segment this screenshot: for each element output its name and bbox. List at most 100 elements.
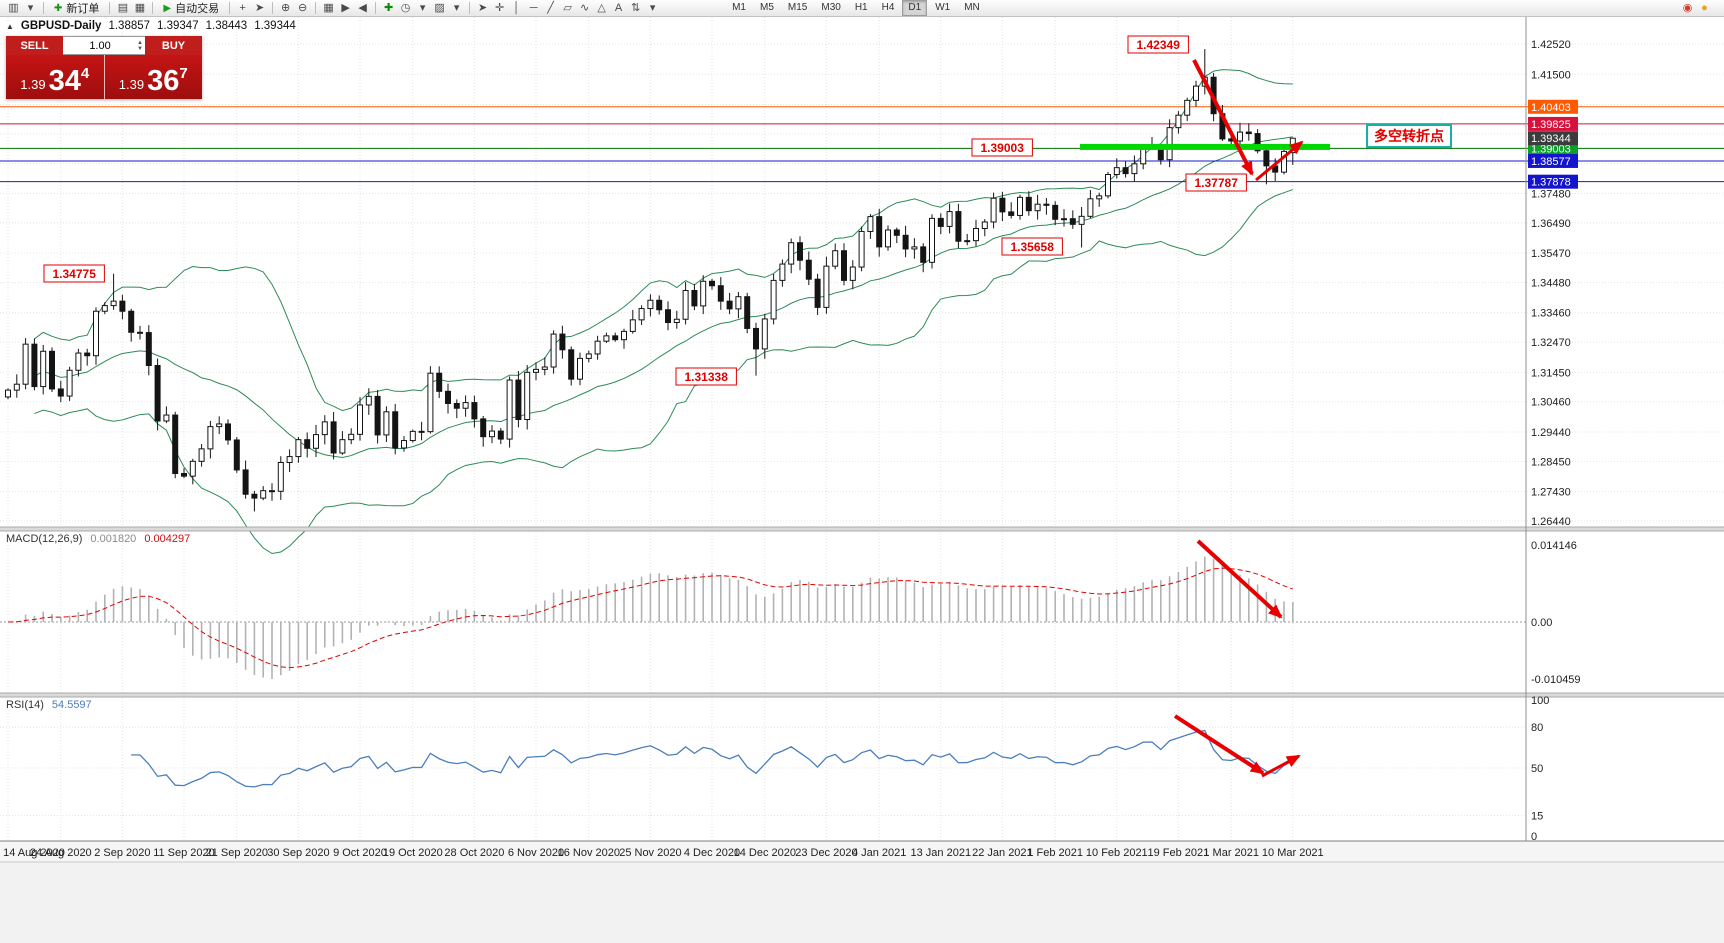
svg-text:14 Aug 2020: 14 Aug 2020 <box>3 847 65 859</box>
price-callout[interactable] <box>1001 237 1063 256</box>
price-marker <box>1528 153 1578 168</box>
panel-splitter[interactable] <box>0 693 1724 697</box>
trend-arrow[interactable] <box>1173 714 1265 775</box>
svg-text:4 Dec 2020: 4 Dec 2020 <box>684 847 740 859</box>
panel-splitter[interactable] <box>0 527 1724 531</box>
turning-point-note[interactable]: 多空转折点 <box>1366 124 1452 148</box>
volume-box: ▲▼ <box>63 36 145 55</box>
svg-text:25 Nov 2020: 25 Nov 2020 <box>619 847 681 859</box>
svg-text:1.32470: 1.32470 <box>1531 337 1571 349</box>
price-callout[interactable] <box>43 264 105 283</box>
price-callout[interactable] <box>1127 35 1189 54</box>
buy-button[interactable]: BUY <box>145 36 202 55</box>
community-icon[interactable]: ◉ <box>1682 1 1693 14</box>
shapes-icon[interactable]: △ <box>597 1 606 14</box>
new-chart-caret-icon[interactable]: ▾ <box>27 1 34 14</box>
rsi-line <box>131 729 1294 788</box>
volume-input[interactable] <box>63 38 138 53</box>
sell-button[interactable]: SELL <box>6 36 63 55</box>
toolbar: ▥ ▾ ✚ 新订单 ▤ ▦ ▶ 自动交易 + ➤ ⊕ ⊖ ▦ ▶ ◀ ✚ ◷ ▾ ▨ ▾ ➤ ✛ │ ─ ╱ ▱ ∿ △ A ⇅ ▾ M1 M5… <box>0 0 1724 17</box>
svg-text:1.33460: 1.33460 <box>1531 308 1571 320</box>
text-label-icon[interactable]: A <box>614 1 623 14</box>
tools-caret-icon[interactable]: ▾ <box>649 1 656 14</box>
auto-scroll-icon[interactable]: ▶ <box>341 1 350 14</box>
rsi-name: RSI(14) <box>6 699 44 711</box>
sell-price[interactable]: 1.39 34 4 <box>6 55 105 99</box>
price-callout[interactable] <box>1185 173 1247 192</box>
timeframe-w1-button[interactable]: W1 <box>935 2 951 13</box>
rsi-value: 54.5597 <box>51 699 92 711</box>
quote-collapse-icon[interactable]: ▲ <box>6 21 14 31</box>
periods-icon[interactable]: ◷ <box>400 1 411 14</box>
svg-text:22 Jan 2021: 22 Jan 2021 <box>972 847 1033 859</box>
cursor-icon[interactable]: ➤ <box>254 1 265 14</box>
zoom-out-icon[interactable]: ⊖ <box>297 1 308 14</box>
support-zone-line[interactable] <box>1080 143 1330 150</box>
timeframe-m5-button[interactable]: M5 <box>760 2 774 13</box>
svg-text:1.35658: 1.35658 <box>1011 240 1055 254</box>
price-callout[interactable] <box>971 138 1033 157</box>
trend-arrow[interactable] <box>1192 59 1254 176</box>
autotrading-button[interactable]: ▶ 自动交易 <box>163 2 220 16</box>
trend-arrow[interactable] <box>1261 754 1301 778</box>
sell-price-big: 34 <box>48 65 81 98</box>
price-marker <box>1528 99 1578 114</box>
trendline-icon[interactable]: ╱ <box>547 1 554 14</box>
svg-text:1.39003: 1.39003 <box>1531 143 1571 155</box>
svg-text:1 Feb 2021: 1 Feb 2021 <box>1027 847 1083 859</box>
volume-stepper[interactable]: ▲ ▼ <box>137 39 143 52</box>
symbol-label: GBPUSD-Daily <box>20 20 102 32</box>
svg-text:9 Oct 2020: 9 Oct 2020 <box>333 847 387 859</box>
fibonacci-icon[interactable]: ∿ <box>579 1 590 14</box>
profiles-icon[interactable]: ▦ <box>134 1 146 14</box>
timeframe-d1-button[interactable]: D1 <box>902 0 928 16</box>
profile-icon[interactable]: ● <box>1701 1 1708 14</box>
crosshair-tool-icon[interactable]: ✛ <box>494 1 505 14</box>
timeframe-m1-button[interactable]: M1 <box>732 2 746 13</box>
vertical-line-icon[interactable]: │ <box>513 1 521 14</box>
svg-text:1.37480: 1.37480 <box>1531 188 1571 200</box>
trend-arrow[interactable] <box>1255 140 1304 182</box>
timeframe-mn-button[interactable]: MN <box>964 2 980 13</box>
channel-icon[interactable]: ▱ <box>563 1 572 14</box>
horizontal-line-icon[interactable]: ─ <box>529 1 538 14</box>
price-callout[interactable] <box>675 367 737 386</box>
rsi-label: RSI(14) 54.5597 <box>6 699 92 711</box>
new-order-button[interactable]: ✚ 新订单 <box>54 2 100 16</box>
timeframe-m30-button[interactable]: M30 <box>821 2 841 13</box>
chart-window-icon[interactable]: ▤ <box>117 1 129 14</box>
crosshair-icon[interactable]: + <box>239 1 246 14</box>
new-chart-icon[interactable]: ▥ <box>8 1 19 14</box>
timeframe-h4-button[interactable]: H4 <box>881 2 895 13</box>
new-order-button-icon: ✚ <box>54 2 63 14</box>
macd-value-signal: 0.004297 <box>144 533 191 545</box>
trend-arrow[interactable] <box>1196 539 1283 619</box>
buy-price-big: 36 <box>147 65 180 98</box>
templates-icon[interactable]: ▨ <box>434 1 445 14</box>
tile-windows-icon[interactable]: ▦ <box>323 1 334 14</box>
svg-text:1.39825: 1.39825 <box>1531 119 1571 131</box>
price-marker <box>1528 116 1578 131</box>
buy-price-small: 1.39 <box>118 77 145 92</box>
chart-shift-icon[interactable]: ◀ <box>358 1 367 14</box>
timeframe-m15-button[interactable]: M15 <box>787 2 808 13</box>
macd-label: MACD(12,26,9) 0.001820 0.004297 <box>6 533 190 545</box>
price-marker <box>1528 174 1578 189</box>
templates-caret-icon[interactable]: ▾ <box>453 1 460 14</box>
timeframe-h1-button[interactable]: H1 <box>854 2 868 13</box>
indicators-icon[interactable]: ✚ <box>383 1 394 14</box>
pointer-icon[interactable]: ➤ <box>477 1 488 14</box>
buy-price[interactable]: 1.39 36 7 <box>105 55 203 99</box>
svg-text:50: 50 <box>1531 763 1543 775</box>
zoom-in-icon[interactable]: ⊕ <box>280 1 291 14</box>
svg-text:1.27430: 1.27430 <box>1531 487 1571 499</box>
svg-text:1.39344: 1.39344 <box>1531 133 1571 145</box>
arrows-tool-icon[interactable]: ⇅ <box>630 1 641 14</box>
svg-text:19 Oct 2020: 19 Oct 2020 <box>383 847 443 859</box>
periods-caret-icon[interactable]: ▾ <box>419 1 426 14</box>
svg-text:28 Oct 2020: 28 Oct 2020 <box>444 847 504 859</box>
svg-text:1.35470: 1.35470 <box>1531 248 1571 260</box>
svg-text:15: 15 <box>1531 811 1543 823</box>
